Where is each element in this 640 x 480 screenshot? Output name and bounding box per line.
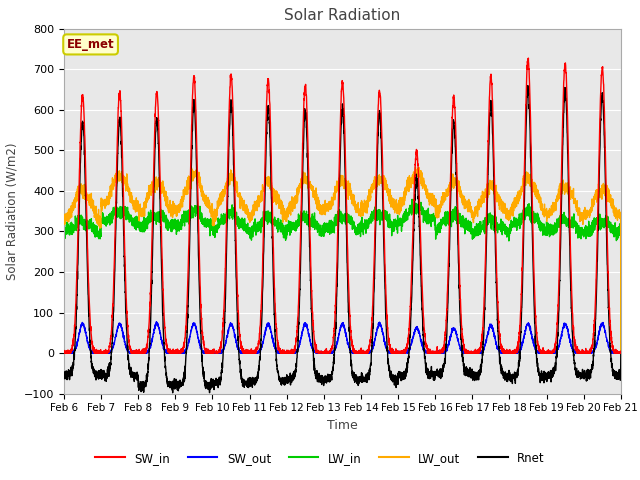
- Y-axis label: Solar Radiation (W/m2): Solar Radiation (W/m2): [5, 143, 19, 280]
- Legend: SW_in, SW_out, LW_in, LW_out, Rnet: SW_in, SW_out, LW_in, LW_out, Rnet: [91, 447, 549, 469]
- Title: Solar Radiation: Solar Radiation: [284, 9, 401, 24]
- X-axis label: Time: Time: [327, 419, 358, 432]
- Text: EE_met: EE_met: [67, 38, 115, 51]
